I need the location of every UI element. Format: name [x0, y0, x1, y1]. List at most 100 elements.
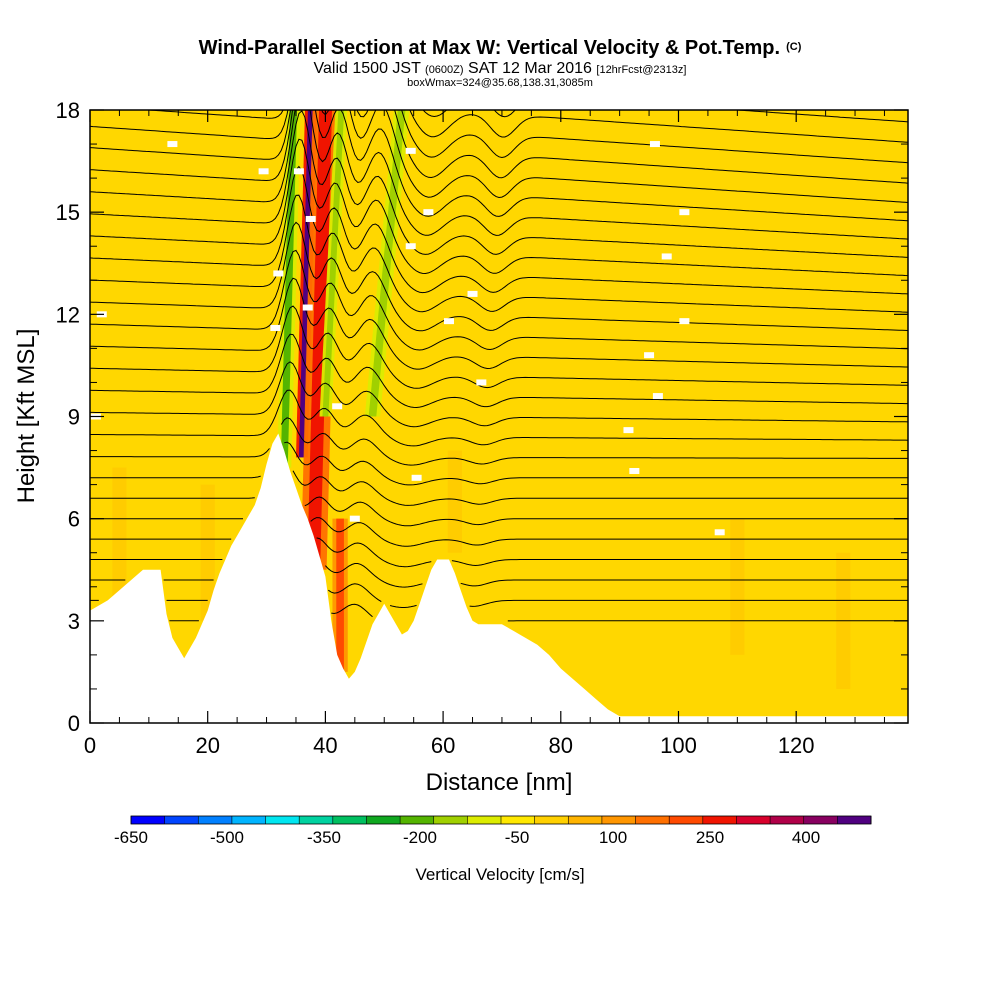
x-tick-label: 0 — [84, 733, 96, 758]
theta-label-box — [649, 141, 660, 148]
theta-contour-line — [90, 0, 908, 101]
colorbar-swatch — [601, 816, 637, 824]
box-wmax-line: boxWmax=324@35.68,138.31,3085m — [407, 77, 593, 89]
theta-label-box — [661, 253, 672, 260]
colorbar-swatch — [770, 816, 805, 824]
colorbar-tick-label: -200 — [403, 828, 437, 847]
theta-contour-line — [90, 277, 908, 370]
y-axis-label: Height [Kft MSL] — [13, 329, 40, 504]
potential-temperature-contours — [90, 0, 908, 622]
valid-time-utc: (0600Z) — [425, 64, 464, 76]
colorbar-tick-label: 400 — [792, 828, 820, 847]
colorbar-swatch — [669, 816, 704, 824]
colorbar-swatch — [332, 816, 367, 824]
theta-label-box — [629, 467, 640, 474]
x-tick-label: 100 — [660, 733, 697, 758]
theta-label-box — [405, 243, 416, 250]
colorbar-swatch — [635, 816, 670, 824]
colorbar-swatch — [534, 816, 569, 824]
theta-label-box — [270, 324, 281, 331]
colorbar-swatch — [433, 816, 468, 824]
colorbar-swatch — [568, 816, 603, 824]
theta-contour-line — [90, 583, 908, 608]
theta-contour-line — [90, 417, 908, 466]
theta-label-box — [349, 515, 360, 522]
colorbar-swatch — [366, 816, 401, 824]
theta-contour-line — [422, 110, 908, 123]
colorbar-swatch — [803, 816, 838, 824]
theta-contour-line — [90, 470, 908, 506]
theta-label-box — [273, 270, 284, 277]
w-band-core — [280, 110, 298, 468]
colorbar-tick-label: -650 — [114, 828, 148, 847]
theta-contour-line — [90, 165, 908, 295]
theta-contour-line — [90, 110, 908, 222]
forecast-info: [12hrFcst@2313z] — [596, 64, 687, 76]
theta-contour-line — [141, 110, 908, 164]
colorbar-swatch — [265, 816, 300, 824]
theta-contour-line — [90, 110, 908, 184]
theta-contour-line — [90, 563, 908, 588]
colorbar-swatch — [231, 816, 267, 824]
x-axis-label: Distance [nm] — [426, 769, 573, 796]
theta-contour-line — [90, 305, 908, 389]
y-tick-label: 9 — [68, 405, 80, 430]
colorbar-tick-label: 250 — [696, 828, 724, 847]
theta-label-box — [302, 304, 313, 311]
theta-contour-line — [90, 517, 908, 547]
valid-date: SAT 12 Mar 2016 — [468, 60, 592, 77]
theta-contour-line — [90, 441, 908, 486]
terrain-mask — [90, 433, 908, 723]
colorbar-swatch — [198, 816, 233, 824]
theta-label-box — [423, 209, 434, 216]
colorbar: -650 -500 -350 -200 -50 100 250 400 — [114, 815, 872, 847]
theta-contour-line — [90, 333, 908, 409]
theta-label-box — [258, 168, 269, 175]
colorbar-swatch — [702, 816, 737, 824]
colorbar-tick-label: -50 — [505, 828, 530, 847]
colorbar-swatch — [736, 816, 771, 824]
theta-label-box — [623, 427, 634, 434]
theta-contour-line — [90, 361, 908, 428]
w-band-core — [336, 518, 344, 672]
theta-label-box — [332, 403, 343, 410]
theta-label-box — [293, 168, 304, 175]
chart-subtitle: Valid 1500 JST (0600Z) SAT 12 Mar 2016 [… — [0, 60, 1000, 78]
colorbar-swatch — [837, 816, 872, 824]
y-tick-label: 18 — [56, 98, 80, 123]
colorbar-tick-label: -500 — [210, 828, 244, 847]
y-tick-label: 6 — [68, 507, 80, 532]
theta-contour-line — [90, 389, 908, 447]
w-weak-patch — [112, 467, 127, 604]
w-band-core — [307, 110, 333, 570]
theta-contour-line — [90, 110, 908, 203]
x-tick-label: 80 — [549, 733, 573, 758]
theta-contour-line — [90, 537, 908, 568]
y-tick-label: 0 — [68, 711, 80, 736]
theta-label-box — [679, 209, 690, 216]
colorbar-swatch — [299, 816, 334, 824]
colorbar-tick-label: -350 — [307, 828, 341, 847]
theta-contour-line — [90, 138, 908, 277]
w-weak-patch — [447, 450, 462, 553]
theta-label-box — [411, 474, 422, 481]
x-tick-label: 40 — [313, 733, 337, 758]
y-tick-label: 15 — [56, 200, 80, 225]
theta-contour-line — [90, 110, 908, 240]
colorbar-swatch — [501, 816, 536, 824]
theta-label-box — [652, 393, 663, 400]
chart-title-text: Wind-Parallel Section at Max W: Vertical… — [198, 37, 781, 59]
x-tick-label: 20 — [195, 733, 219, 758]
copyright-mark: (C) — [786, 41, 802, 53]
colorbar-swatch — [131, 816, 166, 824]
theta-label-box — [305, 215, 316, 222]
theta-label-box — [714, 529, 725, 536]
theta-contour-line — [409, 110, 908, 143]
axes: 0 20 40 60 80 100 120 0 3 6 9 12 15 18 — [56, 98, 908, 758]
colorbar-label: Vertical Velocity [cm/s] — [415, 865, 584, 884]
theta-label-box — [679, 318, 690, 325]
theta-label-box — [405, 147, 416, 154]
colorbar-swatch — [164, 816, 199, 824]
theta-contour-line — [169, 603, 908, 622]
